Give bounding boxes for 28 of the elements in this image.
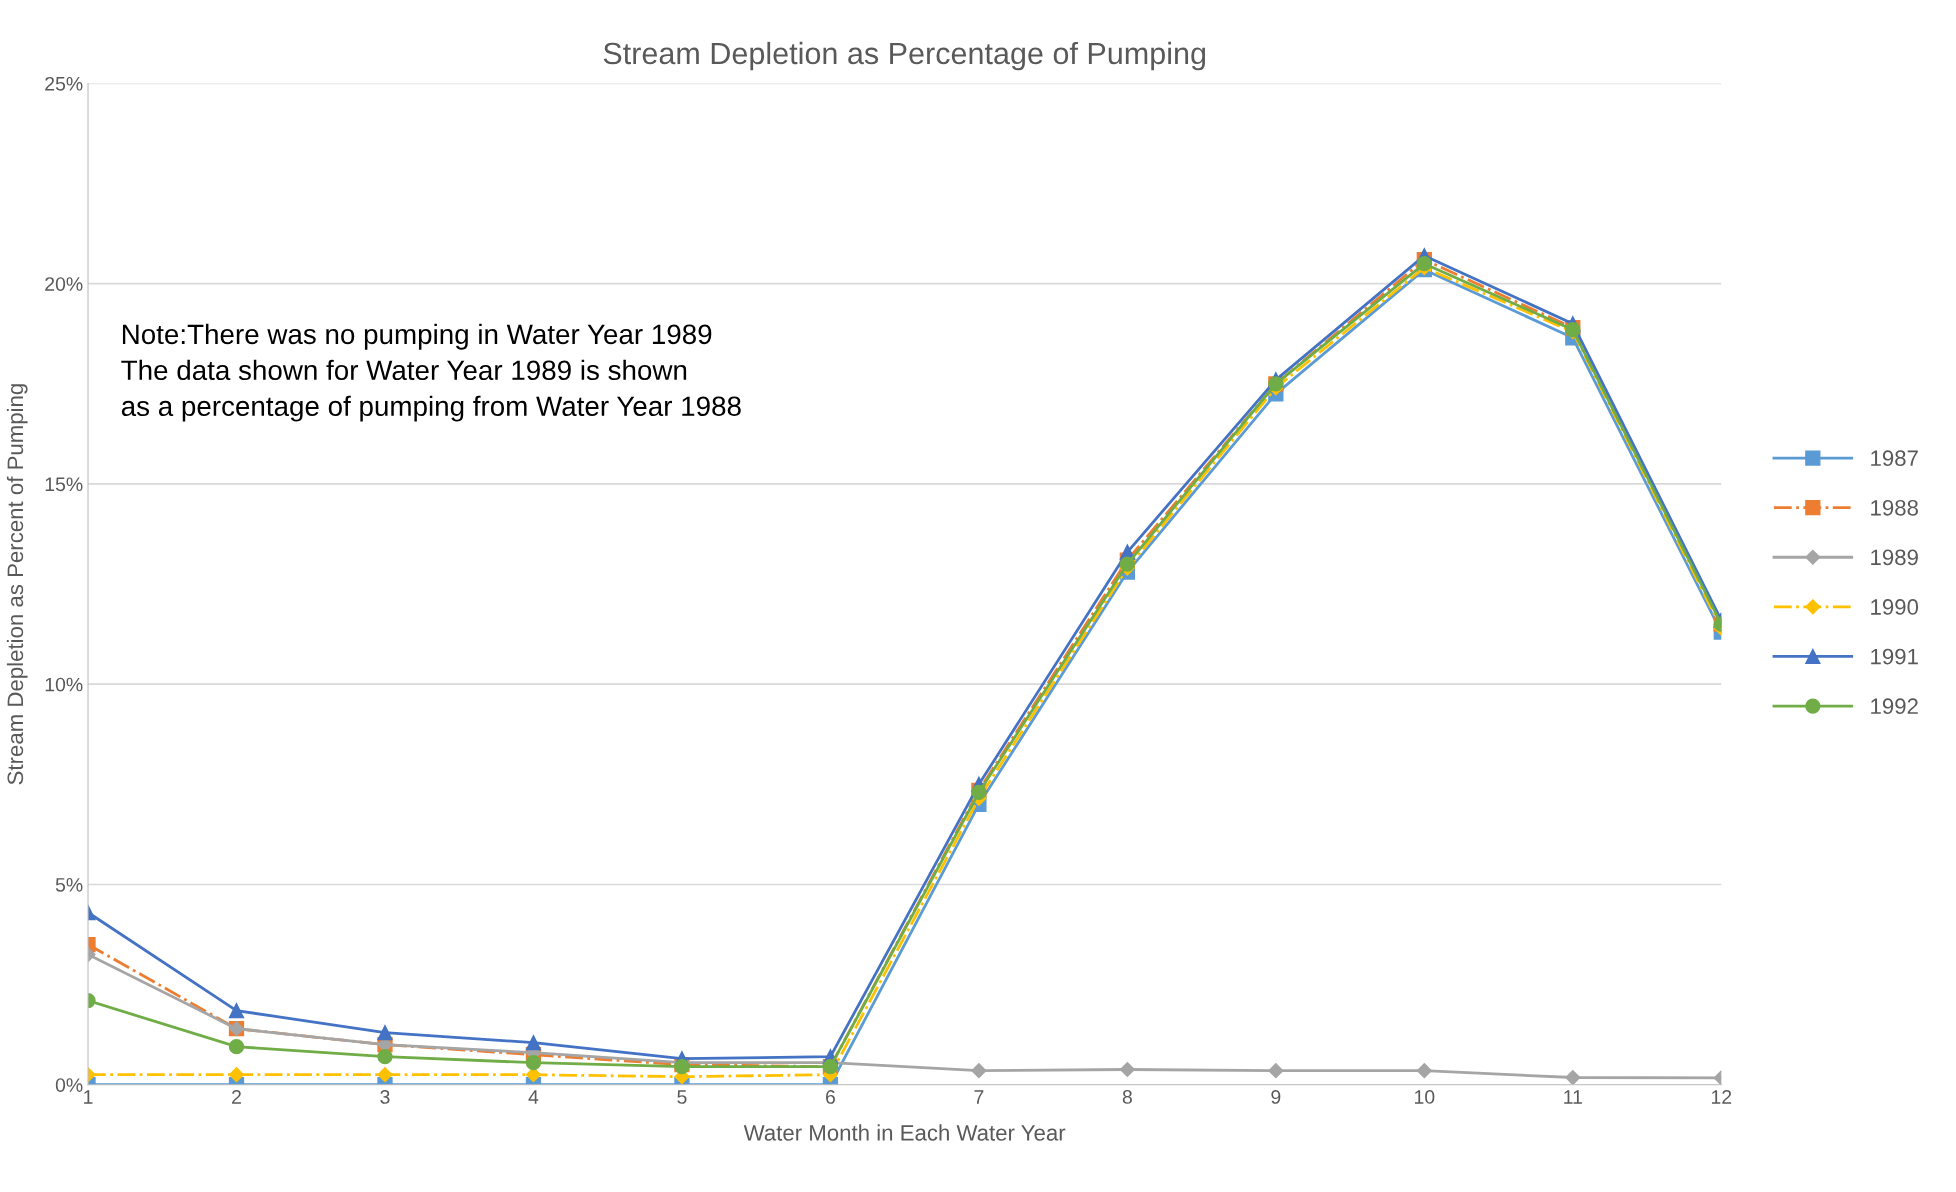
x-tick-label: 12 xyxy=(1711,1090,1732,1104)
legend-label: 1990 xyxy=(1871,599,1919,615)
y-axis-title: Stream Depletion as Percent of Pumping xyxy=(6,384,28,785)
x-tick-label: 3 xyxy=(380,1090,390,1104)
x-tick-label: 5 xyxy=(677,1090,687,1104)
legend-label: 1987 xyxy=(1871,450,1918,467)
y-tick-label: 20% xyxy=(45,277,83,291)
y-tick-label: 25% xyxy=(45,76,83,91)
y-tick-label: 5% xyxy=(55,878,83,892)
x-axis-title: Water Month in Each Water Year xyxy=(743,1124,1066,1141)
annotation: Note:There was no pumping in Water Year 1989 The data shown for Water Year 1989 is shown as a percentage of pumping from Water Year 1988 xyxy=(121,323,741,422)
legend-label: 1992 xyxy=(1871,698,1918,715)
x-tick-label: 8 xyxy=(1122,1090,1132,1104)
legend-label: 1989 xyxy=(1871,549,1918,566)
x-tick-label: 1 xyxy=(84,1090,93,1104)
chart-title: Stream Depletion as Percentage of Pumping xyxy=(603,41,1206,71)
legend-label: 1991 xyxy=(1871,648,1918,665)
x-tick-label: 10 xyxy=(1414,1090,1435,1104)
y-tick-label: 15% xyxy=(45,477,83,492)
x-tick-label: 7 xyxy=(974,1090,984,1104)
x-tick-label: 9 xyxy=(1271,1090,1281,1104)
x-tick-label: 4 xyxy=(528,1090,539,1104)
x-tick-label: 11 xyxy=(1564,1090,1582,1104)
x-tick-label: 2 xyxy=(232,1090,241,1104)
legend-label: 1988 xyxy=(1871,499,1918,516)
y-tick-label: 0% xyxy=(55,1078,83,1092)
x-tick-label: 6 xyxy=(825,1090,835,1104)
y-tick-label: 10% xyxy=(45,677,83,692)
